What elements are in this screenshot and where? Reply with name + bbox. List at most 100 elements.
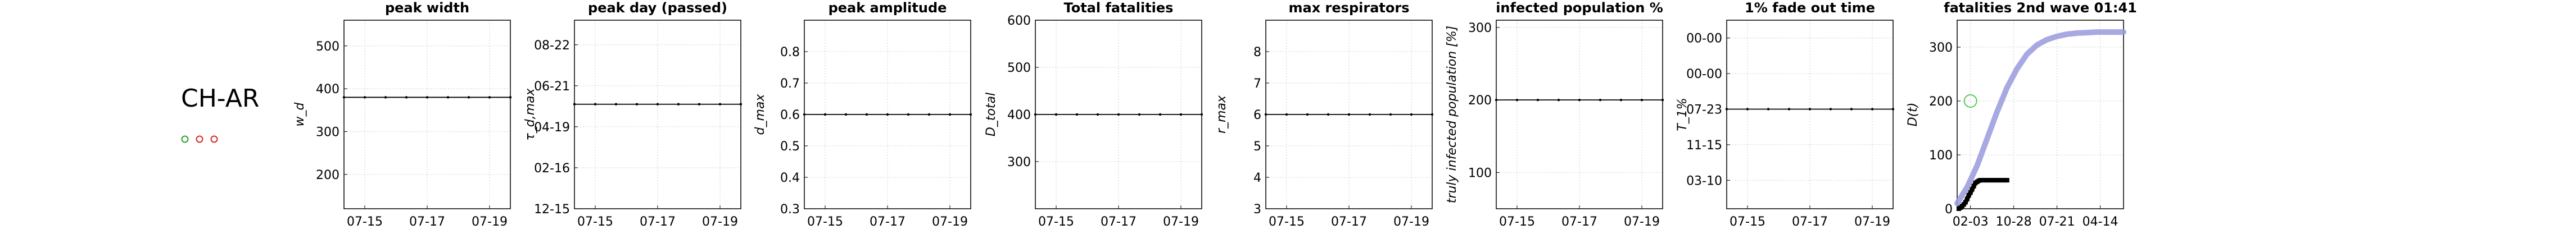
observed-point (1978, 178, 1983, 183)
highlight-marker (1963, 94, 1977, 108)
data-point (823, 113, 827, 116)
data-point (1306, 113, 1309, 116)
x-tick-label: 07-15 (347, 215, 383, 229)
data-point (1515, 98, 1519, 102)
observed-point (1981, 178, 1986, 183)
data-point (1054, 113, 1058, 116)
y-tick-label: 400 (1007, 108, 1031, 122)
data-point (1158, 113, 1162, 116)
y-tick-label: 200 (1468, 94, 1492, 108)
y-tick-label: 500 (316, 40, 339, 54)
data-point (927, 113, 931, 116)
data-point (1495, 98, 1498, 102)
observed-point (1985, 178, 1990, 183)
y-axis-label: D_total (984, 93, 998, 136)
data-point (1829, 108, 1832, 111)
observed-point (1995, 178, 2000, 183)
y-tick-label: 04-19 (534, 121, 570, 135)
y-tick-label: 00-00 (1686, 32, 1722, 46)
data-point (425, 96, 429, 99)
x-tick-label: 07-17 (640, 215, 676, 229)
y-tick-label: 300 (1007, 155, 1031, 169)
y-tick-label: 300 (316, 126, 339, 140)
chart-panel: peak day (passed) 12-15 02-16 04-19 06-21 08-… (523, 0, 743, 229)
data-point (1138, 113, 1141, 116)
x-tick-label: 07-15 (1038, 215, 1074, 229)
data-point (1871, 108, 1874, 111)
chart-panel: peak amplitude 0.3 0.4 0.5 0.6 0.7 0.8 07-15 07-… (753, 0, 972, 229)
observed-point (1963, 200, 1968, 205)
data-point (446, 96, 450, 99)
x-tick-label: 10-28 (1996, 215, 2032, 229)
data-point (1347, 113, 1351, 116)
y-tick-label: 07-23 (1686, 103, 1722, 117)
data-point (509, 96, 512, 99)
data-point (865, 113, 868, 116)
data-point (1599, 98, 1602, 102)
y-tick-label: 0.4 (780, 171, 800, 185)
chart-panel: infected population % 100 200 300 07-15 07-17… (1445, 0, 1664, 229)
observed-point (1988, 178, 1993, 183)
data-point (1368, 113, 1371, 116)
data-point (1410, 113, 1413, 116)
data-point (1891, 108, 1895, 111)
x-tick-label: 07-19 (1163, 215, 1199, 229)
observed-point (1998, 178, 2003, 183)
y-axis-label: τ_d,max (523, 88, 537, 140)
observed-point (2004, 178, 2009, 183)
chart-title: fatalities 2nd wave 01:41 (1944, 0, 2137, 16)
y-tick-label: 8 (1253, 45, 1261, 59)
data-point (1096, 113, 1099, 116)
y-tick-label: 0.6 (780, 108, 800, 122)
data-point (384, 96, 387, 99)
y-tick-label: 11-15 (1686, 139, 1722, 153)
x-tick-label: 07-21 (2039, 215, 2075, 229)
y-tick-label: 00-00 (1686, 67, 1722, 81)
status-marker (181, 135, 189, 143)
chart-title: peak width (385, 0, 469, 16)
chart-panel: max respirators 3 4 5 6 7 8 07-15 07-17 07-19 r_ma… (1215, 0, 1434, 229)
x-tick-label: 07-15 (1499, 215, 1535, 229)
data-point (656, 103, 659, 105)
y-axis-label: T_1% (1676, 98, 1690, 131)
y-tick-label: 08-22 (534, 39, 570, 53)
data-point (907, 113, 910, 116)
observed-point (1971, 183, 1976, 189)
data-point (363, 96, 366, 99)
y-axis-label: w_d (293, 102, 307, 126)
data-point (1430, 113, 1434, 116)
data-point (844, 113, 848, 116)
y-tick-label: 200 (1929, 95, 1953, 109)
region-label: CH-AR (181, 84, 260, 113)
y-tick-label: 100 (1929, 149, 1953, 163)
y-tick-label: 0.3 (780, 203, 800, 217)
data-point (405, 96, 408, 99)
data-point (1850, 108, 1853, 111)
data-point (677, 103, 680, 105)
x-tick-label: 07-15 (1730, 215, 1765, 229)
x-tick-label: 07-17 (1792, 215, 1828, 229)
x-tick-label: 02-03 (1953, 215, 1989, 229)
y-tick-label: 02-16 (534, 162, 570, 176)
x-tick-label: 07-17 (1101, 215, 1137, 229)
data-point (635, 103, 639, 105)
data-point (1787, 108, 1791, 111)
data-point (1578, 98, 1581, 102)
y-tick-label: 0.5 (780, 140, 800, 154)
data-point (594, 103, 597, 105)
status-marker (210, 135, 218, 143)
x-tick-label: 07-15 (577, 215, 613, 229)
y-tick-label: 100 (1468, 166, 1492, 180)
y-tick-label: 500 (1007, 61, 1031, 75)
y-tick-label: 0.7 (780, 77, 800, 91)
y-tick-label: 0 (1945, 203, 1953, 217)
x-tick-label: 07-19 (1854, 215, 1890, 229)
data-point (1725, 108, 1728, 111)
data-point (1117, 113, 1120, 116)
y-tick-label: 0.8 (780, 45, 800, 59)
observed-point (1991, 178, 1996, 183)
observed-point (1970, 187, 1975, 192)
data-point (1264, 113, 1267, 116)
y-tick-label: 3 (1253, 203, 1261, 217)
chart-panel: 1% fade out time 03-10 11-15 07-23 00-00 00-0… (1676, 0, 1895, 229)
